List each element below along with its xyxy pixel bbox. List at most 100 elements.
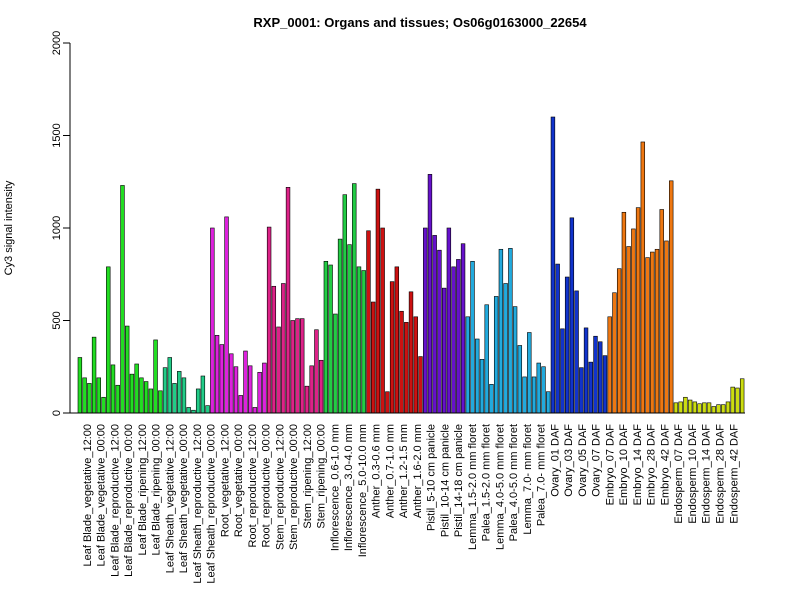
bar [195, 388, 201, 414]
bar [380, 227, 385, 414]
bar [233, 366, 239, 414]
x-tick-label: Ovary_03 DAF [563, 424, 575, 497]
bar [564, 276, 570, 414]
bar [669, 180, 674, 414]
bar [361, 270, 366, 414]
bar [276, 326, 281, 414]
bar [342, 194, 347, 414]
bar [716, 404, 721, 414]
bar [210, 227, 215, 414]
bar [550, 116, 556, 414]
bar [77, 357, 83, 414]
bar [162, 367, 168, 414]
bar [96, 377, 101, 414]
bar [281, 283, 286, 414]
bar [200, 375, 206, 414]
x-tick-label: Leaf Sheath_reproductive_00:00 [206, 424, 218, 584]
bar [489, 384, 494, 414]
x-tick-label: Anther_0.7-1.0 mm [384, 424, 396, 518]
bar [172, 383, 177, 414]
x-tick-label: Anther_1.6-2.0 mm [412, 424, 424, 518]
bar [640, 141, 646, 414]
bar [441, 287, 447, 414]
bar [588, 361, 593, 414]
x-tick-label: Anther_0.3-0.6 mm [371, 424, 383, 518]
bar [735, 387, 740, 414]
x-tick-label: Ovary_07 DAF [591, 424, 603, 497]
x-tick-label: Pistil_14-18 cm panicle [453, 424, 465, 537]
x-tick-label: Ovary_01 DAF [549, 424, 561, 497]
bar [446, 227, 452, 414]
bar [300, 318, 305, 414]
x-tick-label: Anther_1.2-1.5 mm [398, 424, 410, 518]
x-tick-label: Leaf Blade_vegetative_00:00 [96, 424, 108, 567]
bar [91, 336, 97, 414]
bar [512, 306, 518, 414]
bar [475, 338, 480, 414]
bar [678, 401, 683, 414]
x-tick-label: Embryo_42 DAF [659, 424, 671, 506]
bar [536, 362, 541, 414]
bar [451, 266, 456, 414]
bar [517, 345, 523, 414]
x-tick-label: Root_reproductive_12:00 [247, 424, 259, 548]
bar [683, 396, 688, 414]
bar [725, 401, 731, 414]
bar [243, 350, 248, 414]
bar [134, 363, 139, 414]
bar [143, 381, 149, 414]
bar [612, 292, 617, 414]
bar [352, 183, 357, 414]
bar [153, 339, 158, 414]
x-tick-label: Embryo_10 DAF [618, 424, 630, 506]
bar [498, 248, 504, 414]
x-tick-label: Palea_7.0- mm floret [536, 424, 548, 526]
bar [366, 230, 371, 414]
bar [493, 296, 499, 414]
bar [285, 187, 291, 414]
bar [659, 209, 664, 414]
bar [730, 386, 735, 414]
x-tick-label: Leaf Blade_ripening_12:00 [137, 424, 149, 556]
x-tick-label: Stem_ripening_00:00 [316, 424, 328, 529]
bar [262, 362, 267, 414]
bar [555, 263, 560, 414]
x-tick-label: Leaf Blade_reproductive_00:00 [123, 424, 135, 577]
bar [309, 365, 314, 414]
bar [546, 391, 551, 414]
bar [248, 365, 253, 414]
bar [314, 329, 319, 414]
bar [484, 304, 489, 414]
bar [574, 290, 579, 414]
y-tick-label: 500 [51, 311, 63, 329]
x-tick-label: Embryo_14 DAF [632, 424, 644, 506]
bar [621, 211, 627, 414]
bar [654, 248, 660, 414]
bar [479, 359, 485, 414]
x-tick-label: Endosperm_42 DAF [728, 424, 740, 524]
y-axis-label: Cy3 signal intensity [3, 180, 15, 275]
bar [106, 266, 111, 414]
y-tick-label: 2000 [51, 31, 63, 55]
x-tick-label: Leaf Blade_reproductive_12:00 [109, 424, 121, 577]
x-tick-label: Leaf Sheath_vegetative_12:00 [164, 424, 176, 573]
x-axis: Leaf Blade_vegetative_12:00 Leaf Blade_ve… [70, 412, 745, 584]
x-tick-label: Lemma_7.0- mm floret [522, 424, 534, 535]
bar [423, 227, 428, 414]
bar [404, 322, 409, 414]
bar [721, 404, 726, 414]
bar [569, 217, 575, 414]
bar [508, 248, 513, 414]
bar [692, 401, 698, 414]
bar [697, 403, 702, 414]
bar [177, 371, 182, 414]
bar [602, 355, 608, 414]
bar [583, 327, 589, 414]
x-tick-label: Leaf Blade_vegetative_12:00 [82, 424, 94, 567]
bar [460, 243, 466, 414]
bar [323, 260, 329, 414]
bar [238, 395, 243, 414]
x-tick-label: Inflorescence_3.0-4.0 mm [343, 424, 355, 551]
x-tick-label: Root_reproductive_00:00 [261, 424, 273, 548]
x-tick-label: Stem_ripening_12:00 [302, 424, 314, 529]
